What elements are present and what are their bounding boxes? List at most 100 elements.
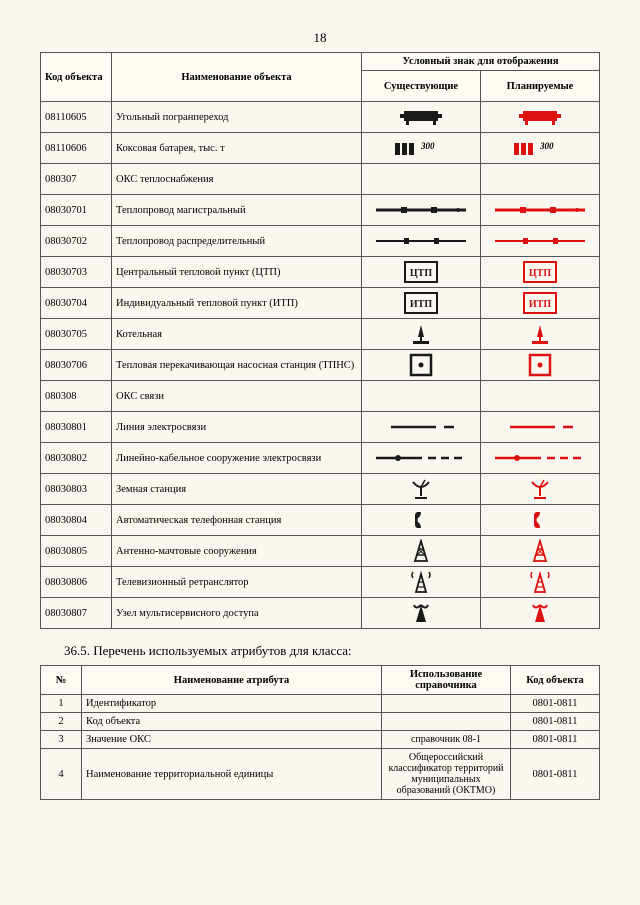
table-row: 08030706Тепловая перекачивающая насосная… bbox=[41, 350, 600, 381]
table-row: 2Код объекта 0801-0811 bbox=[41, 713, 600, 731]
table-row: 08030807Узел мультисервисного доступа bbox=[41, 598, 600, 629]
code-cell: 08030703 bbox=[41, 257, 112, 288]
svg-text:300: 300 bbox=[539, 141, 554, 151]
symbol-existing bbox=[362, 319, 481, 350]
name-cell: Линия электросвязи bbox=[112, 412, 362, 443]
code-cell: 08030801 bbox=[41, 412, 112, 443]
num-cell: 2 bbox=[41, 713, 82, 731]
name-cell: Угольный погранпереход bbox=[112, 102, 362, 133]
symbol-existing bbox=[362, 474, 481, 505]
table-row: 08030802Линейно-кабельное сооружение эле… bbox=[41, 443, 600, 474]
th-code: Код объекта bbox=[41, 53, 112, 102]
attr-name-cell: Идентификатор bbox=[82, 695, 382, 713]
name-cell: ОКС теплоснабжения bbox=[112, 164, 362, 195]
code-cell: 08030705 bbox=[41, 319, 112, 350]
symbol-existing bbox=[362, 102, 481, 133]
code-cell: 08030701 bbox=[41, 195, 112, 226]
th-name: Наименование объекта bbox=[112, 53, 362, 102]
table-row: 3Значение ОКСсправочник 08-10801-0811 bbox=[41, 731, 600, 749]
ref-cell: Общероссийский классификатор территорий … bbox=[382, 749, 511, 800]
symbol-planned bbox=[481, 567, 600, 598]
name-cell: Центральный тепловой пункт (ЦТП) bbox=[112, 257, 362, 288]
attr-name-cell: Код объекта bbox=[82, 713, 382, 731]
symbol-planned bbox=[481, 164, 600, 195]
code-cell: 080307 bbox=[41, 164, 112, 195]
table-row: 080308ОКС связи bbox=[41, 381, 600, 412]
table-row: 08030804Автоматическая телефонная станци… bbox=[41, 505, 600, 536]
symbol-planned bbox=[481, 443, 600, 474]
symbol-planned bbox=[481, 474, 600, 505]
symbol-planned bbox=[481, 102, 600, 133]
symbol-existing bbox=[362, 164, 481, 195]
symbol-planned bbox=[481, 350, 600, 381]
symbol-existing bbox=[362, 381, 481, 412]
code-cell: 08030805 bbox=[41, 536, 112, 567]
symbol-existing bbox=[362, 567, 481, 598]
symbol-planned bbox=[481, 226, 600, 257]
attributes-table: № Наименование атрибута Использование сп… bbox=[40, 665, 600, 800]
th-ref: Использование справочника bbox=[382, 666, 511, 695]
name-cell: Котельная bbox=[112, 319, 362, 350]
symbol-existing bbox=[362, 505, 481, 536]
symbol-existing bbox=[362, 350, 481, 381]
symbol-existing bbox=[362, 226, 481, 257]
symbol-planned: 300 bbox=[481, 133, 600, 164]
th-symbol-group: Условный знак для отображения bbox=[362, 53, 600, 71]
code-cell: 0801-0811 bbox=[511, 749, 600, 800]
table-row: 1Идентификатор 0801-0811 bbox=[41, 695, 600, 713]
symbol-existing: ЦТП bbox=[362, 257, 481, 288]
svg-text:ЦТП: ЦТП bbox=[410, 268, 432, 279]
code-cell: 08110605 bbox=[41, 102, 112, 133]
symbol-planned bbox=[481, 195, 600, 226]
section-heading: 36.5. Перечень используемых атрибутов дл… bbox=[64, 643, 600, 659]
table-row: 08030701Теплопровод магистральный bbox=[41, 195, 600, 226]
objects-table: Код объекта Наименование объекта Условны… bbox=[40, 52, 600, 629]
code-cell: 08030804 bbox=[41, 505, 112, 536]
ref-cell: справочник 08-1 bbox=[382, 731, 511, 749]
page-number: 18 bbox=[40, 30, 600, 46]
code-cell: 0801-0811 bbox=[511, 695, 600, 713]
code-cell: 08030807 bbox=[41, 598, 112, 629]
svg-text:ЦТП: ЦТП bbox=[529, 268, 551, 279]
code-cell: 08030704 bbox=[41, 288, 112, 319]
name-cell: Коксовая батарея, тыс. т bbox=[112, 133, 362, 164]
table-row: 08030705Котельная bbox=[41, 319, 600, 350]
name-cell: Тепловая перекачивающая насосная станция… bbox=[112, 350, 362, 381]
symbol-planned bbox=[481, 381, 600, 412]
code-cell: 080308 bbox=[41, 381, 112, 412]
symbol-planned: ИТП bbox=[481, 288, 600, 319]
table-row: 080307ОКС теплоснабжения bbox=[41, 164, 600, 195]
symbol-existing: 300 bbox=[362, 133, 481, 164]
code-cell: 08030702 bbox=[41, 226, 112, 257]
name-cell: Земная станция bbox=[112, 474, 362, 505]
name-cell: Телевизионный ретранслятор bbox=[112, 567, 362, 598]
num-cell: 4 bbox=[41, 749, 82, 800]
symbol-planned bbox=[481, 412, 600, 443]
svg-text:ИТП: ИТП bbox=[410, 299, 432, 310]
name-cell: Линейно-кабельное сооружение электросвяз… bbox=[112, 443, 362, 474]
code-cell: 08030706 bbox=[41, 350, 112, 381]
name-cell: Теплопровод магистральный bbox=[112, 195, 362, 226]
table-row: 08030805Антенно-мачтовые сооружения bbox=[41, 536, 600, 567]
symbol-planned bbox=[481, 319, 600, 350]
th-attr-name: Наименование атрибута bbox=[82, 666, 382, 695]
table-row: 08030702Теплопровод распределительный bbox=[41, 226, 600, 257]
svg-text:300: 300 bbox=[420, 141, 435, 151]
th-num: № bbox=[41, 666, 82, 695]
table-row: 4Наименование территориальной единицыОбщ… bbox=[41, 749, 600, 800]
symbol-existing bbox=[362, 536, 481, 567]
table-row: 08030704Индивидуальный тепловой пункт (И… bbox=[41, 288, 600, 319]
code-cell: 0801-0811 bbox=[511, 713, 600, 731]
symbol-existing: ИТП bbox=[362, 288, 481, 319]
symbol-planned bbox=[481, 536, 600, 567]
name-cell: Теплопровод распределительный bbox=[112, 226, 362, 257]
symbol-planned bbox=[481, 598, 600, 629]
num-cell: 1 bbox=[41, 695, 82, 713]
name-cell: Автоматическая телефонная станция bbox=[112, 505, 362, 536]
code-cell: 08030803 bbox=[41, 474, 112, 505]
symbol-planned: ЦТП bbox=[481, 257, 600, 288]
code-cell: 08030806 bbox=[41, 567, 112, 598]
name-cell: Антенно-мачтовые сооружения bbox=[112, 536, 362, 567]
symbol-existing bbox=[362, 195, 481, 226]
table-row: 08110605Угольный погранпереход bbox=[41, 102, 600, 133]
